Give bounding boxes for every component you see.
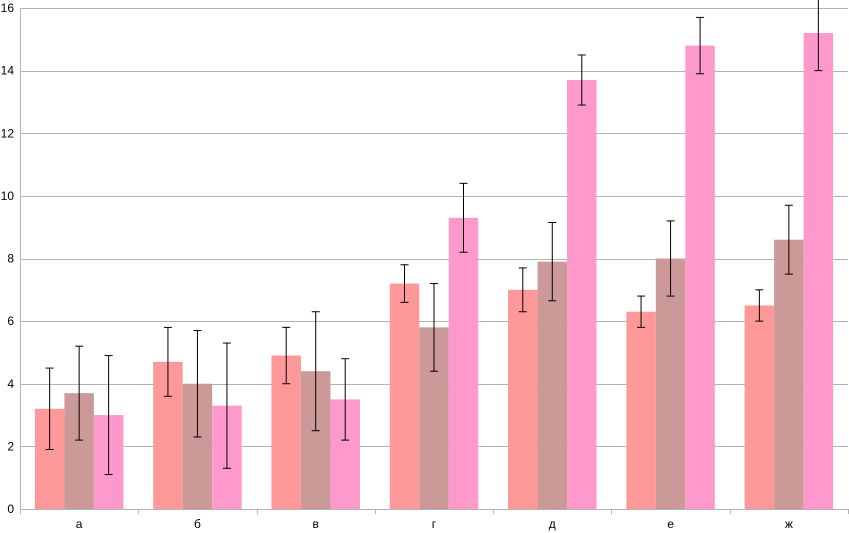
y-tick-label: 0	[7, 502, 14, 516]
bar	[685, 45, 715, 509]
y-tick-label: 14	[1, 64, 15, 78]
bar	[537, 261, 568, 509]
y-tick-labels: 0 2 4 6 8 10 12 14 16	[1, 1, 15, 516]
error-bar-group	[45, 0, 823, 476]
x-tick-labels: а б в г д е ж	[76, 517, 793, 531]
y-tick-label: 8	[7, 252, 14, 266]
x-tick-label: ж	[785, 517, 793, 531]
bar	[448, 217, 479, 509]
bar-series-group	[34, 33, 834, 510]
bar	[655, 258, 686, 509]
x-tick-label: е	[667, 517, 674, 531]
y-tick-label: 6	[7, 314, 14, 328]
y-tick-label: 4	[7, 377, 14, 391]
y-tick-label: 12	[1, 126, 15, 140]
x-tick-label: а	[76, 517, 83, 531]
y-tick-label: 10	[1, 189, 15, 203]
y-tick-label: 2	[7, 439, 14, 453]
bar	[567, 80, 597, 510]
x-tick-label: в	[313, 517, 319, 531]
axes	[20, 8, 849, 514]
bar	[803, 33, 834, 510]
x-tick-label: д	[549, 517, 556, 531]
bar	[744, 305, 775, 509]
x-tick-label: г	[432, 517, 437, 531]
x-tick-label: б	[194, 517, 201, 531]
bar	[626, 311, 656, 509]
bar	[389, 283, 420, 509]
y-tick-label: 16	[1, 1, 15, 15]
bar	[508, 289, 538, 509]
bar	[774, 239, 804, 509]
